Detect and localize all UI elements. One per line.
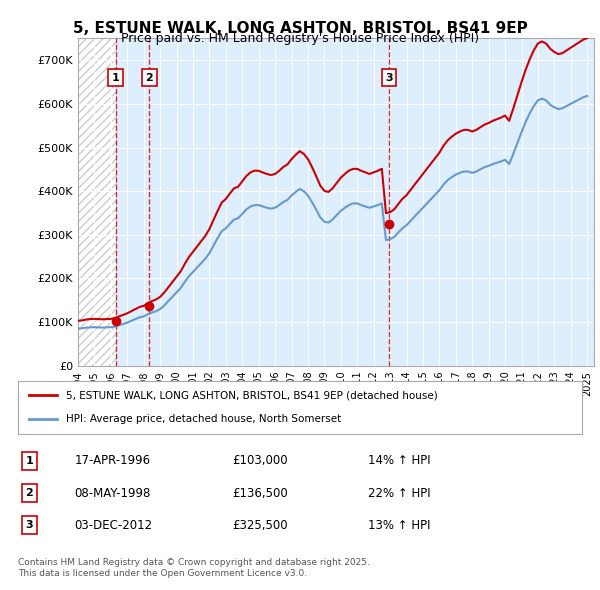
Text: Price paid vs. HM Land Registry's House Price Index (HPI): Price paid vs. HM Land Registry's House … [121,32,479,45]
Text: 2: 2 [25,488,33,498]
Text: 5, ESTUNE WALK, LONG ASHTON, BRISTOL, BS41 9EP (detached house): 5, ESTUNE WALK, LONG ASHTON, BRISTOL, BS… [66,391,437,401]
Text: 1: 1 [112,73,119,83]
Text: 5, ESTUNE WALK, LONG ASHTON, BRISTOL, BS41 9EP: 5, ESTUNE WALK, LONG ASHTON, BRISTOL, BS… [73,21,527,35]
Text: £325,500: £325,500 [232,519,288,532]
Text: This data is licensed under the Open Government Licence v3.0.: This data is licensed under the Open Gov… [18,569,307,578]
Text: £136,500: £136,500 [232,487,288,500]
Bar [78,38,116,366]
Text: 03-DEC-2012: 03-DEC-2012 [74,519,152,532]
Text: 1: 1 [25,456,33,466]
Text: 14% ↑ HPI: 14% ↑ HPI [368,454,430,467]
Text: 2: 2 [146,73,153,83]
Bar [78,38,116,366]
Text: 17-APR-1996: 17-APR-1996 [74,454,151,467]
Text: 13% ↑ HPI: 13% ↑ HPI [368,519,430,532]
Text: 3: 3 [25,520,33,530]
Text: 08-MAY-1998: 08-MAY-1998 [74,487,151,500]
Text: 3: 3 [385,73,392,83]
Text: HPI: Average price, detached house, North Somerset: HPI: Average price, detached house, Nort… [66,414,341,424]
Text: Contains HM Land Registry data © Crown copyright and database right 2025.: Contains HM Land Registry data © Crown c… [18,558,370,566]
Text: 22% ↑ HPI: 22% ↑ HPI [368,487,430,500]
Text: £103,000: £103,000 [232,454,288,467]
